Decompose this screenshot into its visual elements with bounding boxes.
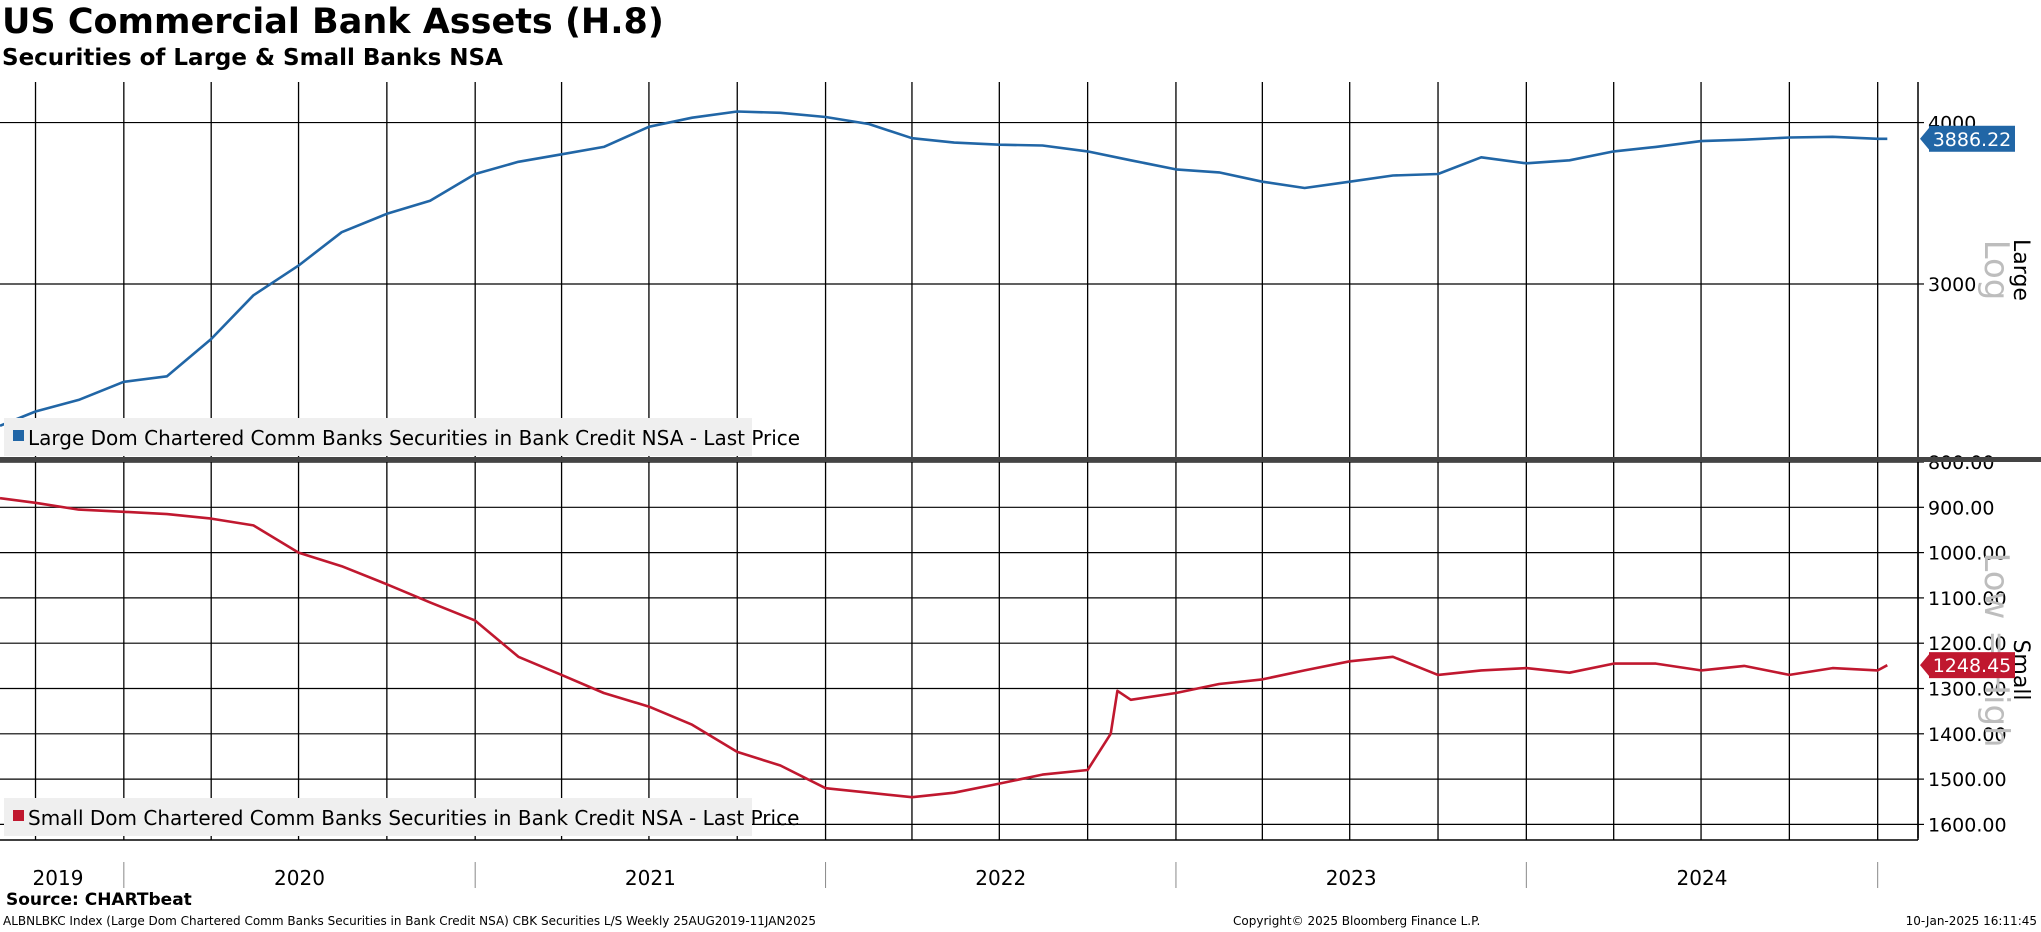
x-tick-label: 2021 (625, 866, 676, 890)
chart-title: US Commercial Bank Assets (H.8) (2, 2, 664, 42)
y-tick-label: 1000.00 (1928, 543, 2007, 565)
source-note: Source: CHARTbeat (6, 890, 192, 910)
y-tick-label: 900.00 (1928, 497, 1994, 519)
scale-watermark: Low = High (1976, 552, 2016, 747)
scale-watermark: Log (1976, 240, 2016, 301)
series-line (0, 110, 1888, 428)
x-tick-label: 2020 (274, 866, 325, 890)
last-value-arrow (1920, 653, 1930, 678)
x-tick-label: 2022 (975, 866, 1026, 890)
y-tick-label: 1300.00 (1928, 679, 2007, 701)
chart-subtitle: Securities of Large & Small Banks NSA (2, 45, 503, 71)
last-value-box (1929, 652, 2015, 679)
y-axis-title: Large (2008, 239, 2033, 301)
label-layer: 3886.22 Large Dom Chartered Comm Banks Se… (4, 125, 2015, 836)
y-tick-label: 800.00 (1928, 452, 1994, 474)
x-tick-label: 2019 (33, 866, 84, 890)
footer-copyright: Copyright© 2025 Bloomberg Finance L.P. (1233, 914, 1481, 928)
last-value-label: 3886.22 (1933, 129, 2012, 151)
y-tick-label: 1400.00 (1928, 724, 2007, 746)
legend-box (4, 798, 752, 836)
y-tick-label: 1200.00 (1928, 633, 2007, 655)
series-layer (0, 110, 1888, 799)
last-value-box (1929, 125, 2015, 152)
legend-swatch (13, 810, 24, 821)
y-tick-label: 3000 (1928, 274, 1976, 296)
footer-timestamp: 10-Jan-2025 16:11:45 (1905, 914, 2037, 928)
legend-label: Small Dom Chartered Comm Banks Securitie… (28, 806, 799, 830)
legend-box (4, 418, 752, 456)
panel-separator (0, 457, 2041, 462)
legend-swatch (13, 430, 24, 441)
legend-label: Large Dom Chartered Comm Banks Securitie… (28, 426, 800, 450)
x-tick-label: 2023 (1326, 866, 1377, 890)
y-tick-label: 1100.00 (1928, 588, 2007, 610)
last-value-label: 1248.45 (1933, 655, 2012, 677)
y-tick-label: 1500.00 (1928, 769, 2007, 791)
x-tick-label: 2024 (1677, 866, 1728, 890)
series-line (0, 496, 1888, 799)
y-tick-label: 1600.00 (1928, 814, 2007, 836)
footer-ticker-info: ALBNLBKC Index (Large Dom Chartered Comm… (3, 914, 816, 928)
last-value-arrow (1920, 126, 1930, 151)
